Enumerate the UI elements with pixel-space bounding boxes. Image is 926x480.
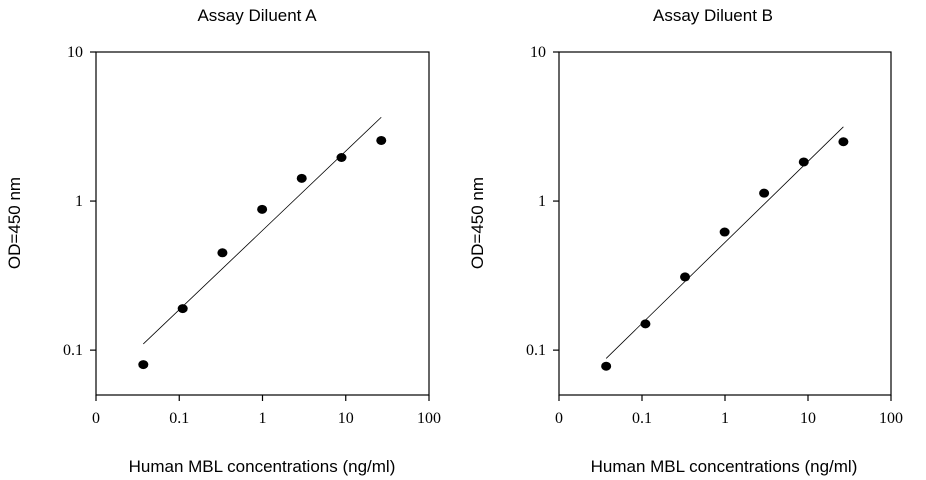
data-point [680,272,691,282]
data-point [177,304,188,314]
x-tick-label: 1 [721,410,729,427]
y-axis-label: OD=450 nm [5,177,24,269]
y-tick-label: 10 [67,44,83,61]
y-tick-label: 1 [538,193,546,210]
y-axis-label: OD=450 nm [468,177,487,269]
y-tick-label: 1 [75,193,83,210]
x-tick-label: 0 [555,410,563,427]
y-tick-label: 10 [530,44,546,61]
chart-assay-diluent-a: Assay Diluent A 0 0.1 1 10 100 0.1 1 10 Human MBL… [5,6,441,476]
data-point [336,152,347,162]
data-point [376,135,387,145]
y-tick-label: 0.1 [63,342,83,359]
chart-assay-diluent-b: Assay Diluent B 0 0.1 1 10 100 0.1 1 10 Human MBL… [468,6,903,476]
x-tick-label: 100 [417,410,441,427]
x-tick-label: 0.1 [169,410,189,427]
x-tick-label: 10 [800,410,816,427]
data-point [257,204,268,214]
x-tick-label: 100 [879,410,903,427]
x-axis-label: Human MBL concentrations (ng/ml) [591,457,858,476]
data-point [719,227,730,237]
data-point [217,248,228,258]
data-point [296,173,307,183]
data-point [138,360,149,370]
plot-frame [558,51,892,396]
x-axis-label: Human MBL concentrations (ng/ml) [129,457,396,476]
data-point [838,137,849,147]
chart-title: Assay Diluent B [653,6,773,25]
x-tick-label: 0.1 [632,410,652,427]
x-tick-label: 0 [92,410,100,427]
x-tick-label: 1 [259,410,267,427]
plot-frame [95,51,430,396]
data-point [798,157,809,167]
x-tick-label: 10 [338,410,354,427]
data-point [640,319,651,329]
data-point [601,361,612,371]
chart-title: Assay Diluent A [197,6,317,25]
y-tick-label: 0.1 [526,342,546,359]
data-point [759,188,770,198]
